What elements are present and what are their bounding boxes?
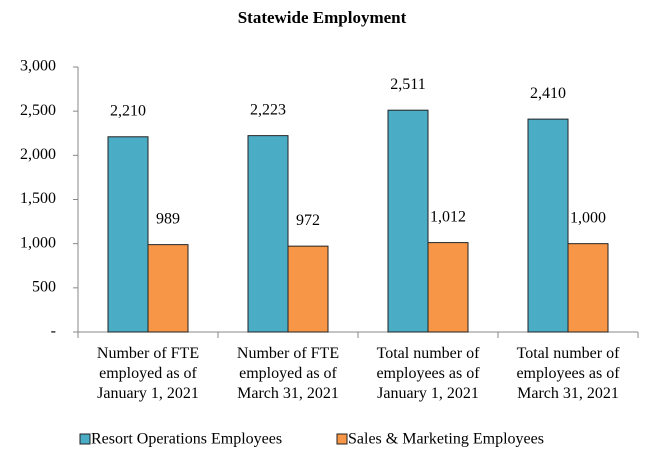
chart-title: Statewide Employment <box>238 8 407 27</box>
value-label: 972 <box>296 212 320 229</box>
value-label: 2,210 <box>110 102 146 119</box>
x-tick-label: Total number of employees as of January … <box>376 345 480 402</box>
value-label: 989 <box>156 210 180 227</box>
x-tick-label: Number of FTE employed as of March 31, 2… <box>236 345 340 402</box>
y-tick-label: 1,500 <box>20 190 56 207</box>
y-tick-label: - <box>51 323 56 340</box>
value-label: 2,223 <box>250 101 286 118</box>
y-tick-label: 2,000 <box>20 146 56 163</box>
x-tick-label: Total number of employees as of March 31… <box>516 345 620 402</box>
bar <box>107 136 149 333</box>
legend-swatch <box>336 433 348 445</box>
bar <box>567 243 609 333</box>
y-tick-label: 500 <box>32 279 56 296</box>
y-tick-label: 1,000 <box>20 234 56 251</box>
legend-label: Sales & Marketing Employees <box>348 431 544 448</box>
value-label: 1,012 <box>430 208 466 225</box>
bar <box>387 109 429 333</box>
bar <box>247 135 289 333</box>
y-tick-label: 2,500 <box>20 102 56 119</box>
y-tick-label: 3,000 <box>20 58 56 75</box>
x-tick-label: Number of FTE employed as of January 1, … <box>96 345 200 402</box>
bar <box>527 118 569 333</box>
value-label: 2,410 <box>530 85 566 102</box>
legend-swatch <box>79 433 91 445</box>
value-label: 1,000 <box>570 209 606 226</box>
legend-label: Resort Operations Employees <box>91 431 282 448</box>
value-label: 2,511 <box>390 76 425 93</box>
bar <box>287 245 329 333</box>
bar <box>427 242 469 333</box>
bar <box>147 244 189 333</box>
